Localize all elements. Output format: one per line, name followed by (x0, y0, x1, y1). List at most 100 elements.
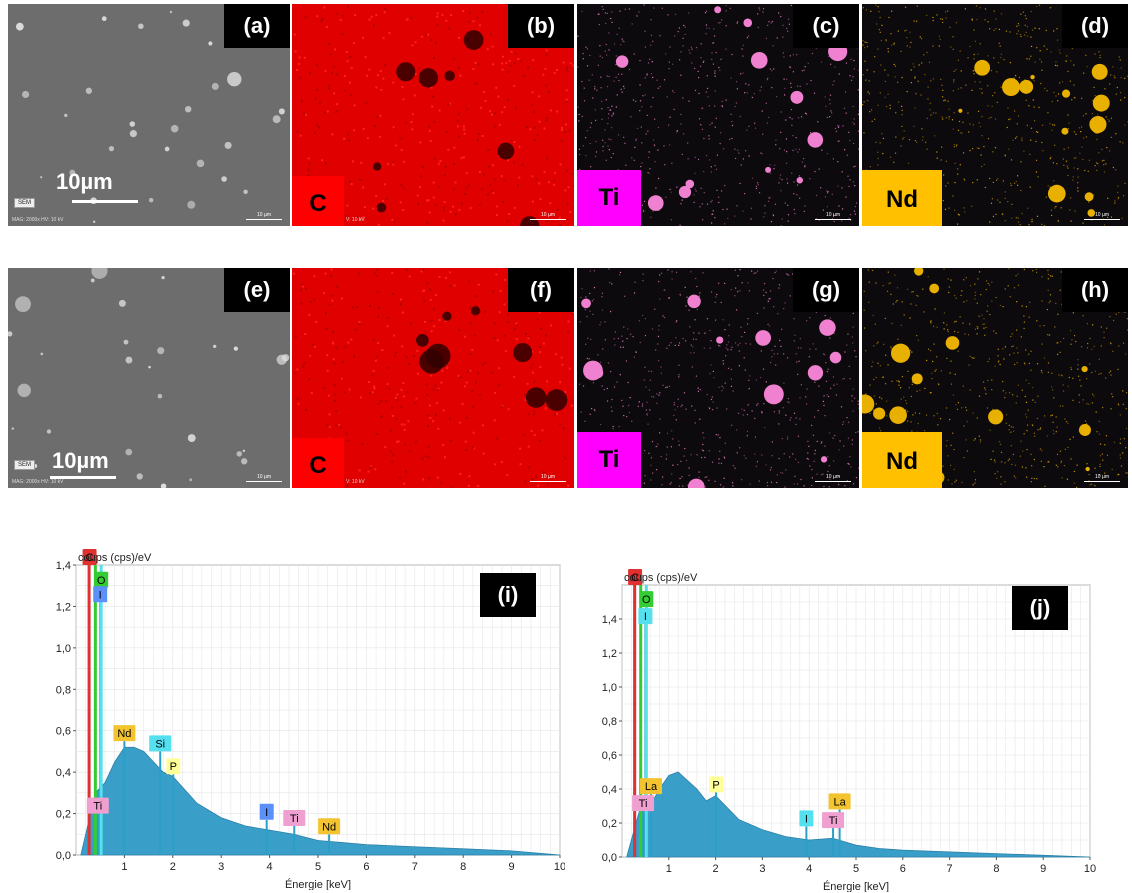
panel-b: (b) C V: 10 kV 10 µm (292, 4, 574, 226)
x-tick-label: 7 (947, 863, 953, 875)
scale-bar-label: 10µm (52, 448, 109, 473)
y-axis-label: coups (cps)/eV (78, 552, 152, 564)
peak-label: C (628, 569, 643, 585)
peak-label: Ti (632, 795, 655, 812)
sem-badge: SEM (14, 460, 36, 470)
acquisition-meta: V: 10 kV (346, 479, 365, 485)
peak-label: P (709, 776, 724, 793)
x-tick-label: 2 (170, 861, 176, 873)
panel-label: (e) (224, 268, 290, 312)
svg-text:Ti: Ti (290, 813, 299, 825)
mini-scale-bar: 10 µm (1084, 474, 1120, 482)
svg-text:La: La (833, 796, 846, 808)
y-tick-label: 0,6 (602, 750, 617, 762)
mini-scale-bar: 10 µm (530, 212, 566, 220)
y-tick-label: 0,6 (56, 726, 71, 738)
sem-badge: SEM (14, 198, 36, 208)
x-axis-label: Énergie [keV] (823, 880, 889, 892)
svg-text:Si: Si (155, 738, 165, 750)
panel-label: (i) (480, 573, 536, 617)
x-tick-label: 4 (267, 861, 273, 873)
panel-label: (d) (1062, 4, 1128, 48)
element-label: Ti (577, 170, 641, 226)
scale-bar (72, 200, 138, 203)
panel-label: (b) (508, 4, 574, 48)
svg-text:I: I (805, 813, 808, 825)
panel-label: (h) (1062, 268, 1128, 312)
y-tick-label: 1,4 (602, 614, 617, 626)
svg-text:I: I (644, 611, 647, 623)
y-tick-label: 1,2 (56, 601, 71, 613)
y-axis-label: coups (cps)/eV (624, 572, 698, 584)
panel-h: (h) Nd 10 µm (862, 268, 1128, 488)
peak-label: O (639, 591, 654, 608)
element-label: Nd (862, 170, 942, 226)
panel-c: (c) Ti 10 µm (577, 4, 859, 226)
svg-text:C: C (86, 552, 94, 564)
element-label: C (292, 438, 344, 488)
mini-scale-bar: 10 µm (246, 212, 282, 220)
panel-label: (f) (508, 268, 574, 312)
y-tick-label: 0,0 (602, 852, 617, 864)
element-label: Ti (577, 432, 641, 488)
svg-text:(i): (i) (498, 582, 519, 607)
mini-scale-bar: 10 µm (530, 474, 566, 482)
y-tick-label: 1,0 (602, 682, 617, 694)
y-tick-label: 0,0 (56, 850, 71, 862)
x-tick-label: 7 (412, 861, 418, 873)
peak-label: P (166, 758, 181, 775)
acquisition-meta: V: 10 kV (346, 217, 365, 223)
mini-scale-bar: 10 µm (815, 212, 851, 220)
x-tick-label: 3 (759, 863, 765, 875)
y-tick-label: 1,4 (56, 560, 71, 572)
element-label: Nd (862, 432, 942, 488)
acquisition-meta: MAG: 2000x HV: 10 kV (12, 217, 64, 223)
x-tick-label: 6 (363, 861, 369, 873)
svg-text:Ti: Ti (93, 801, 102, 813)
x-tick-label: 9 (509, 861, 515, 873)
panel-e: (e) 10µm SEM MAG: 2000x HV: 10 kV 10 µm (8, 268, 290, 488)
x-tick-label: 8 (460, 861, 466, 873)
y-tick-label: 0,4 (602, 784, 617, 796)
panel-d: (d) Nd 10 µm (862, 4, 1128, 226)
x-tick-label: 1 (666, 863, 672, 875)
x-tick-label: 2 (713, 863, 719, 875)
svg-text:P: P (712, 779, 719, 791)
eds-spectrum-i: COINdSiPTiITiNd0,00,20,40,60,81,01,21,41… (56, 549, 565, 890)
svg-text:O: O (97, 575, 106, 587)
peak-label: Nd (113, 725, 136, 742)
panel-f: (f) C V: 10 kV 10 µm (292, 268, 574, 488)
peak-label: C (82, 549, 97, 565)
svg-text:I: I (265, 807, 268, 819)
x-tick-label: 4 (806, 863, 812, 875)
svg-text:Nd: Nd (322, 821, 336, 833)
y-tick-label: 0,4 (56, 767, 71, 779)
panel-label: (j) (1012, 586, 1068, 630)
y-tick-label: 0,8 (56, 684, 71, 696)
peak-label: I (799, 810, 814, 827)
peak-label: La (828, 793, 851, 810)
peak-label: La (640, 778, 663, 795)
panel-label: (c) (793, 4, 859, 48)
peak-label: Ti (283, 810, 306, 826)
svg-text:(j): (j) (1030, 595, 1051, 620)
mini-scale-bar: 10 µm (1084, 212, 1120, 220)
peak-label: I (259, 803, 274, 820)
x-tick-label: 8 (993, 863, 999, 875)
y-tick-label: 0,8 (602, 716, 617, 728)
panel-label: (a) (224, 4, 290, 48)
y-tick-label: 0,2 (56, 809, 71, 821)
scale-bar (50, 476, 116, 479)
mini-scale-bar: 10 µm (815, 474, 851, 482)
peak-label: I (638, 608, 653, 625)
x-tick-label: 9 (1040, 863, 1046, 875)
spectrum-area (80, 746, 561, 856)
acquisition-meta: MAG: 2000x HV: 10 kV (12, 479, 64, 485)
peak-label: Ti (86, 797, 109, 814)
svg-text:Ti: Ti (829, 815, 838, 827)
x-tick-label: 1 (121, 861, 127, 873)
panel-g: (g) Ti 10 µm (577, 268, 859, 488)
x-tick-label: 6 (900, 863, 906, 875)
element-label: C (292, 176, 344, 226)
